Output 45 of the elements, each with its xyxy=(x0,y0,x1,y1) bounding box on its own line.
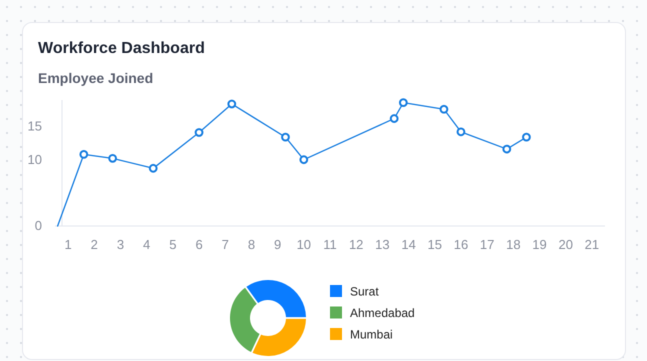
donut-slice xyxy=(246,280,306,318)
x-tick-label: 19 xyxy=(532,237,547,252)
x-tick-label: 2 xyxy=(90,237,98,252)
point xyxy=(440,104,448,114)
x-tick-label: 15 xyxy=(428,237,442,252)
donut-slice xyxy=(252,318,306,356)
x-tick-label: 11 xyxy=(323,237,337,252)
x-tick-label: 18 xyxy=(506,237,521,252)
point xyxy=(398,98,408,108)
x-tick-label: 17 xyxy=(480,237,494,252)
x-tick-label: 10 xyxy=(296,237,312,252)
point xyxy=(456,127,466,136)
x-tick-label: 12 xyxy=(348,237,364,252)
x-tick-label: 21 xyxy=(584,237,600,252)
y-tick-label: 15 xyxy=(28,118,42,134)
x-tick-label: 9 xyxy=(274,237,282,252)
x-tick-label: 14 xyxy=(401,237,416,252)
point xyxy=(227,100,236,108)
donut-slice xyxy=(230,288,260,352)
point xyxy=(522,132,531,142)
x-tick-label: 6 xyxy=(195,237,203,252)
y-tick-label: 0 xyxy=(34,218,42,234)
legend-label: Surat xyxy=(350,284,380,298)
x-tick-label: 16 xyxy=(454,237,468,252)
x-tick-label: 13 xyxy=(375,237,390,252)
chart-title: Workforce Dashboard xyxy=(38,40,205,57)
x-tick-label: 5 xyxy=(169,237,176,252)
point xyxy=(148,164,158,173)
point xyxy=(299,155,308,164)
y-tick-label: 10 xyxy=(28,152,42,167)
x-tick-label: 20 xyxy=(558,237,573,252)
point xyxy=(281,132,290,142)
point xyxy=(79,150,88,159)
x-tick-label: 4 xyxy=(143,237,150,252)
x-tick-label: 8 xyxy=(248,237,256,252)
x-tick-label: 3 xyxy=(116,237,124,252)
chart-subtitle: Employee Joined xyxy=(38,70,154,86)
legend-label: Ahmedabad xyxy=(350,306,415,320)
legend-label: Mumbai xyxy=(350,328,393,342)
point xyxy=(108,154,118,163)
x-tick-label: 1 xyxy=(64,237,72,252)
point xyxy=(194,128,204,137)
point xyxy=(390,114,399,123)
point xyxy=(502,144,512,154)
x-tick-label: 7 xyxy=(222,237,229,252)
